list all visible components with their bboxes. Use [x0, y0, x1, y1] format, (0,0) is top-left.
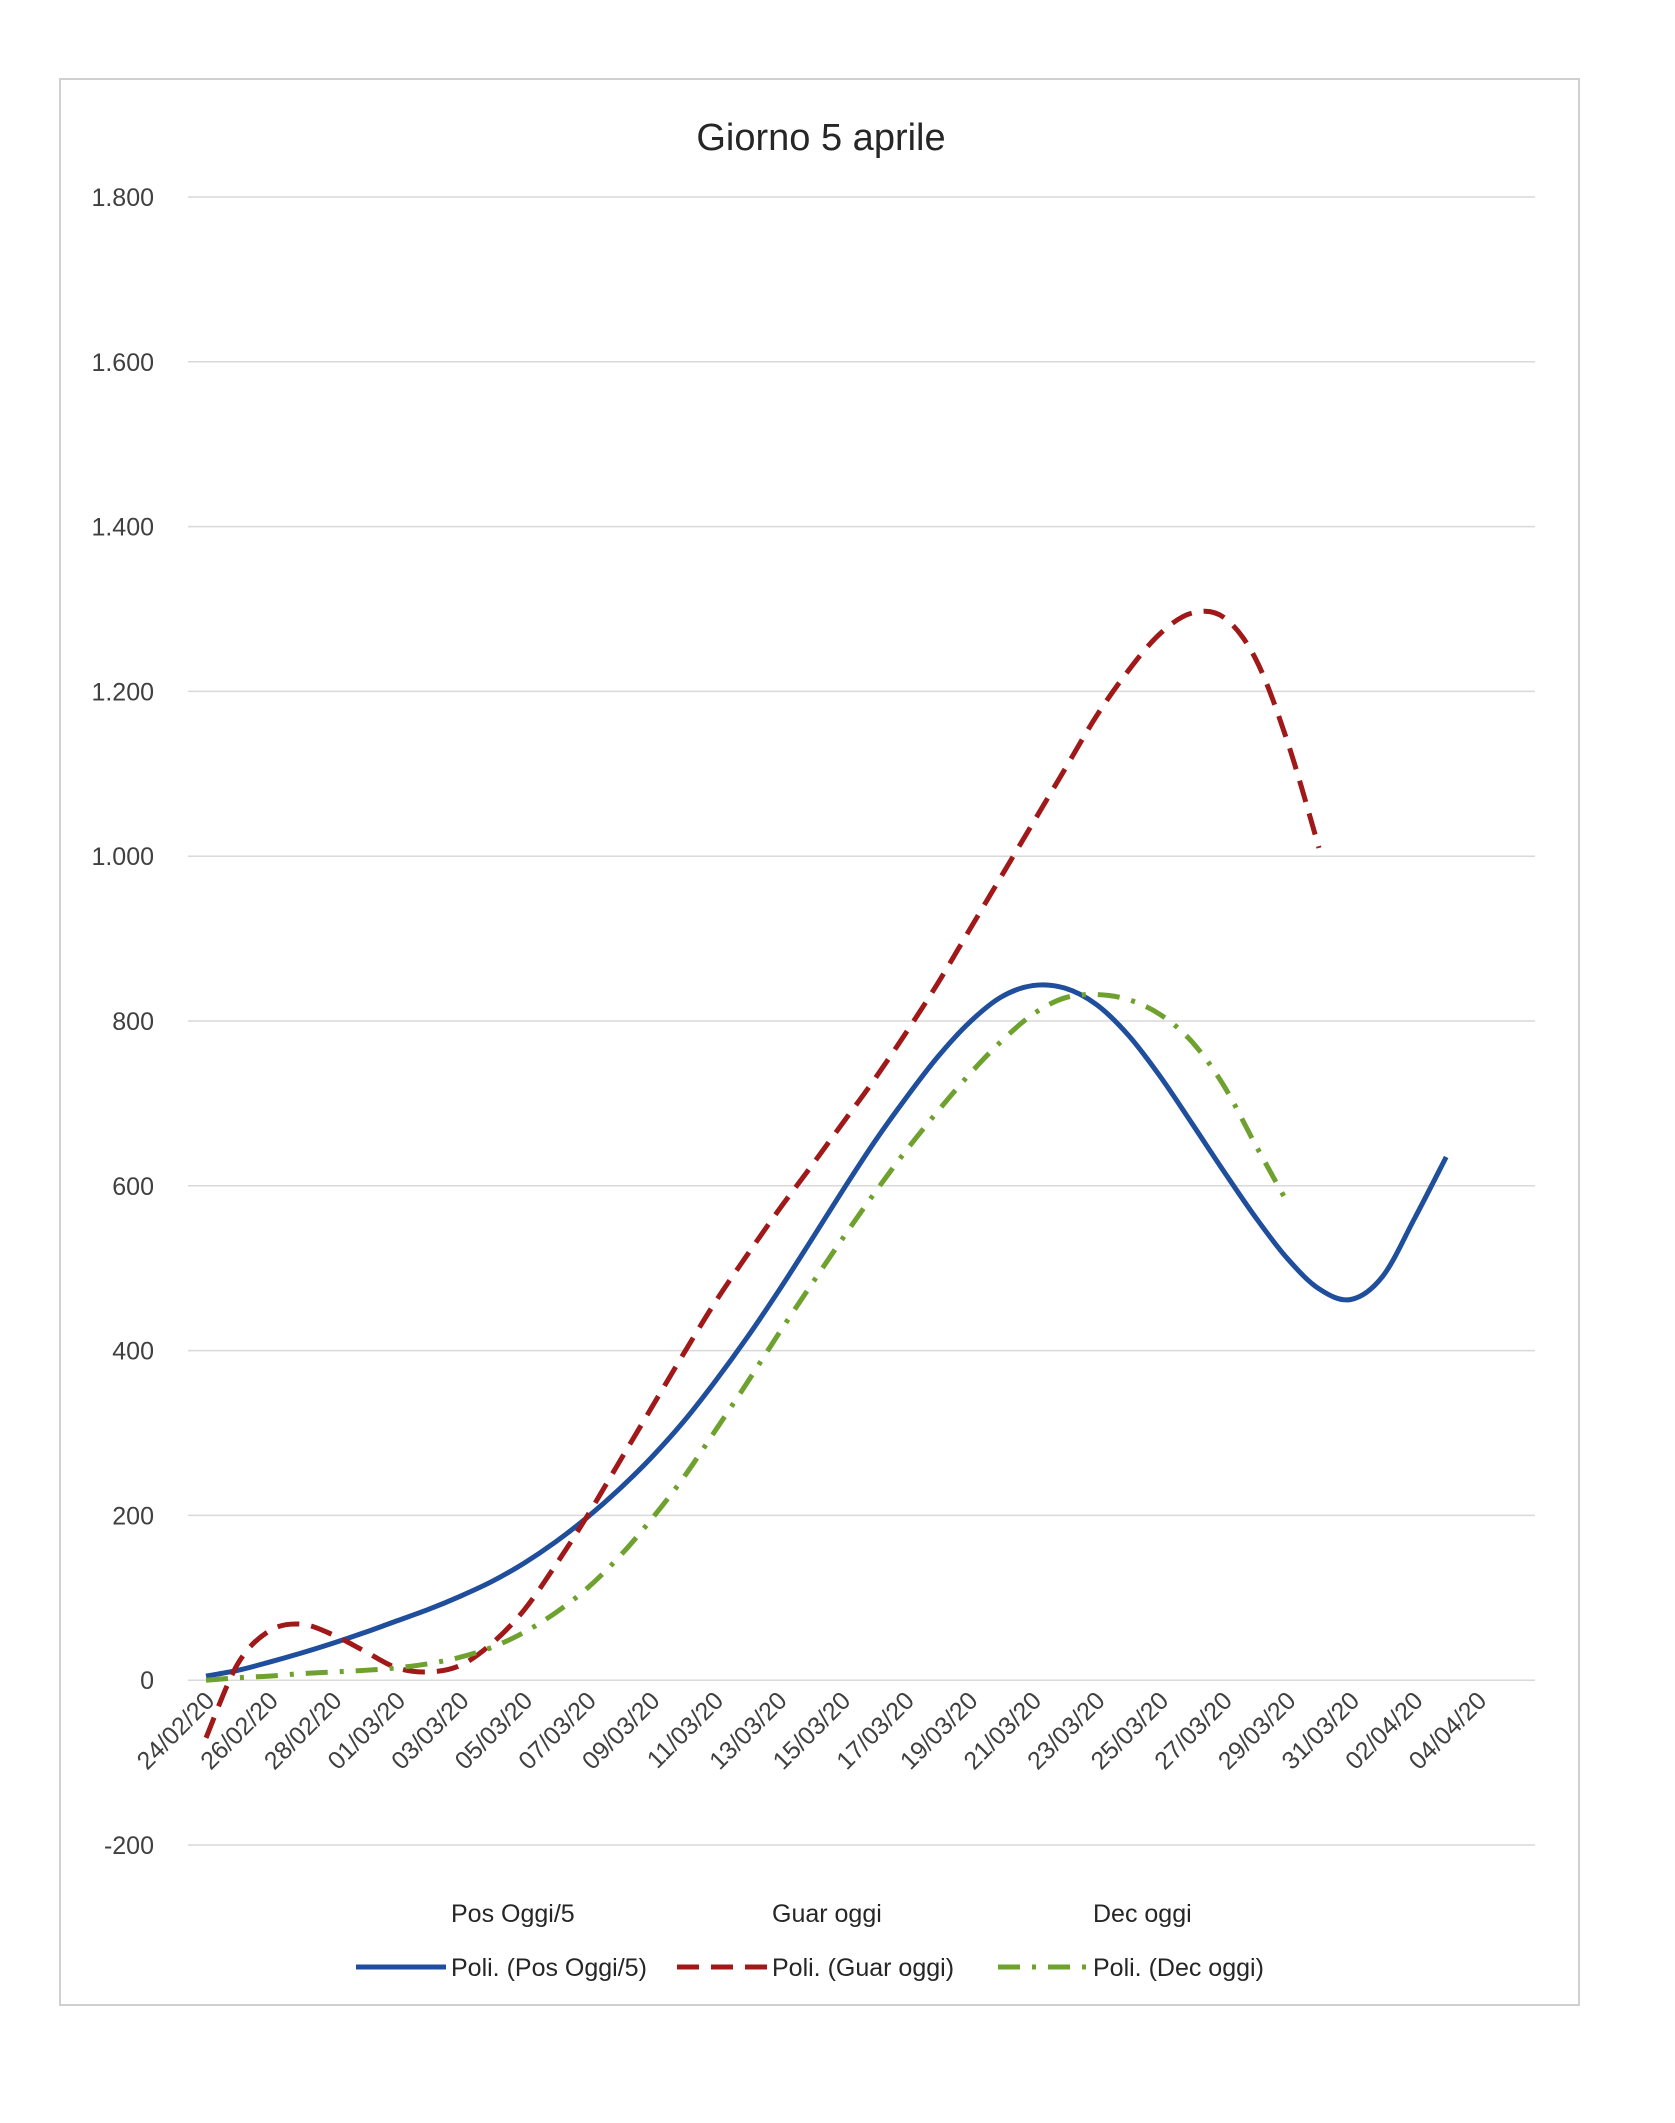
y-tick-label: -200 — [104, 1832, 154, 1860]
legend-entry-label: Poli. (Dec oggi) — [1093, 1954, 1264, 1982]
x-axis-ticks: 24/02/2026/02/2028/02/2001/03/2003/03/20… — [132, 1687, 1493, 1776]
chart-svg: Giorno 5 aprile -200 0 200 400 600 800 1.000 1.… — [91, 117, 1535, 1982]
y-tick-label: 1.000 — [91, 843, 154, 871]
y-tick-label: 600 — [112, 1173, 154, 1201]
y-tick-label: 1.600 — [91, 349, 154, 377]
y-tick-label: 1.200 — [91, 678, 154, 706]
y-tick-label: 800 — [112, 1008, 154, 1036]
legend-entry-label: Guar oggi — [772, 1900, 882, 1928]
series-layer — [203, 608, 1449, 1739]
legend-entry-label: Poli. (Guar oggi) — [772, 1954, 954, 1982]
y-tick-label: 1.800 — [91, 184, 154, 212]
y-axis-ticks: -200 0 200 400 600 800 1.000 1.200 1.400 1.600 1.8… — [91, 184, 154, 1860]
legend-entry-label: Poli. (Pos Oggi/5) — [451, 1954, 647, 1982]
series-line — [203, 608, 1322, 1739]
legend-entry-label: Dec oggi — [1093, 1900, 1192, 1928]
y-tick-label: 200 — [112, 1502, 154, 1530]
grid-layer — [188, 196, 1535, 1846]
legend: Pos Oggi/5 Guar oggi Dec oggi Poli. (Pos Og… — [356, 1900, 1264, 1982]
chart-frame: Giorno 5 aprile -200 0 200 400 600 800 1.000 1.… — [59, 78, 1580, 2006]
series-line — [205, 982, 1449, 1679]
y-tick-label: 1.400 — [91, 514, 154, 542]
y-tick-label: 400 — [112, 1338, 154, 1366]
legend-entry-label: Pos Oggi/5 — [451, 1900, 575, 1928]
y-tick-label: 0 — [140, 1667, 154, 1695]
chart-title: Giorno 5 aprile — [696, 117, 945, 159]
series-line — [205, 992, 1290, 1683]
